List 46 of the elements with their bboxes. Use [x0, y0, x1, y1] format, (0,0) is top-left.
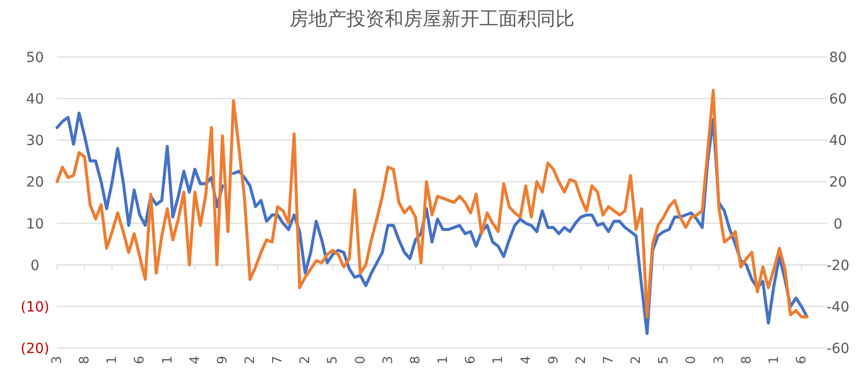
x-tick-label: 0 [353, 356, 368, 364]
x-tick-label: 2 [574, 356, 589, 364]
y2-tick-label: -60 [826, 341, 850, 357]
x-tick-label: 1 [160, 356, 176, 364]
x-tick-label: 2 [629, 356, 644, 364]
y2-tick-label: 40 [829, 133, 847, 150]
x-tick-label: 7 [270, 356, 286, 364]
x-tick-label: 6 [794, 356, 810, 364]
y-tick-label: 0 [30, 258, 40, 274]
line-series [56, 88, 808, 318]
y2-tick-label: 0 [834, 216, 842, 232]
y-tick-label: 30 [26, 133, 44, 150]
x-tick-label: 4 [518, 356, 534, 364]
x-tick-label: 8 [739, 356, 754, 364]
y-tick-label: 10 [26, 216, 44, 232]
y-tick-label: 20 [26, 174, 44, 191]
x-tick-label: 4 [188, 356, 203, 364]
x-tick-label: 0 [684, 356, 700, 364]
x-tick-label: 6 [132, 356, 148, 364]
x-tick-label: 1 [436, 356, 452, 364]
chart-title: 房地产投资和房屋新开工面积同比 [290, 8, 574, 30]
x-tick-label: 6 [464, 356, 479, 364]
y-tick-label: 50 [26, 50, 44, 66]
x-tick-label: 1 [766, 356, 782, 364]
x-tick-label: 3 [380, 356, 396, 364]
y2-tick-label: -20 [826, 258, 850, 274]
y2-tick-label: 80 [829, 50, 847, 66]
x-tick-label: 1 [491, 356, 506, 364]
x-tick-label: 5 [656, 356, 672, 364]
x-tick-label: 2 [298, 356, 314, 364]
x-tick-label: 9 [546, 356, 562, 364]
y-tick-label: (20) [20, 341, 50, 357]
x-tick-label: 1 [105, 356, 120, 364]
y-tick-label: (10) [20, 299, 50, 316]
x-tick-label: 8 [78, 356, 93, 364]
x-tick-label: 3 [712, 356, 727, 364]
y-tick-label: 40 [26, 92, 44, 108]
x-tick-label: 8 [408, 356, 424, 364]
x-tick-label: 3 [50, 356, 65, 364]
x-tick-label: 7 [601, 356, 616, 364]
x-tick-label: 2 [243, 356, 258, 364]
x-tick-label: 5 [326, 356, 341, 364]
x-tick-label: 9 [215, 356, 230, 364]
y2-tick-label: 20 [829, 174, 847, 191]
y2-tick-label: -40 [826, 299, 850, 316]
y2-tick-label: 60 [829, 92, 847, 108]
